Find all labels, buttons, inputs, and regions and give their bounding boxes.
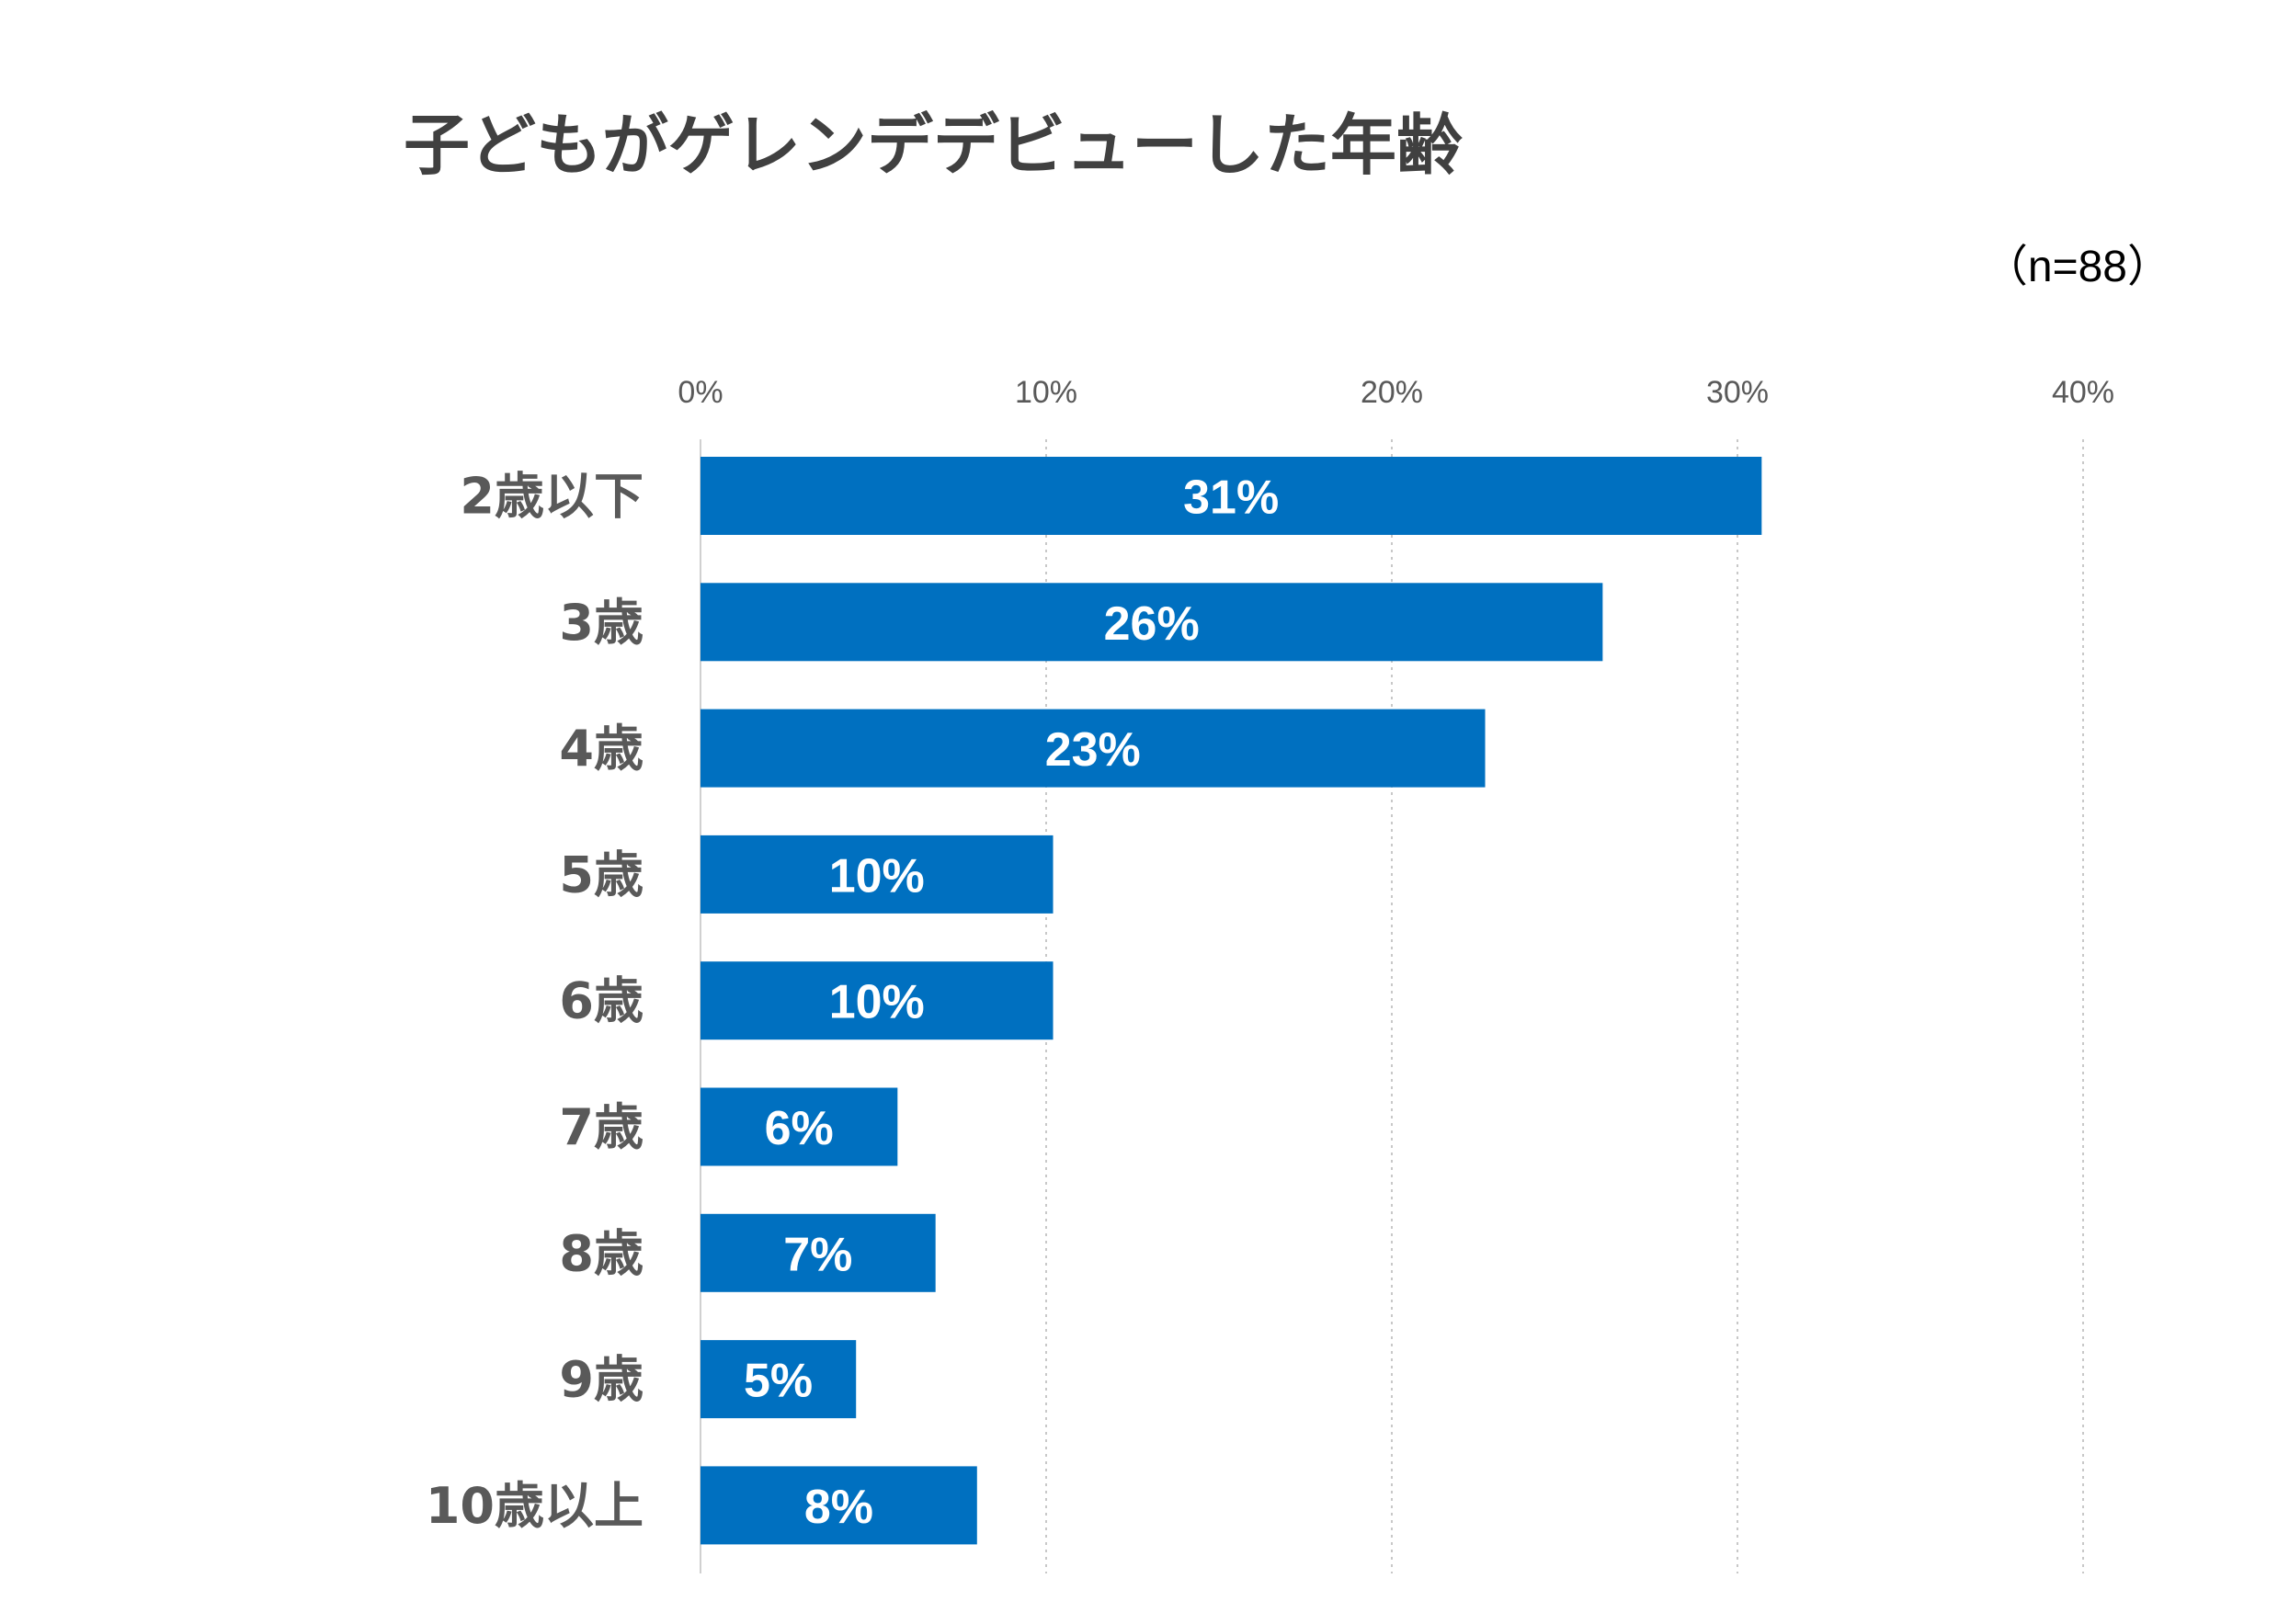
- bar: [700, 961, 1054, 1040]
- x-tick-label: 30%: [1706, 375, 1769, 410]
- category-label: 10歳以上: [426, 1477, 644, 1535]
- data-label: 6%: [765, 1102, 834, 1155]
- sample-size-note: （n=88）: [1984, 243, 2171, 291]
- category-label: 4歳: [559, 720, 644, 778]
- bar: [700, 1340, 857, 1419]
- bar: [700, 583, 1603, 662]
- category-label: 6歳: [559, 972, 644, 1030]
- bars: [700, 457, 1762, 1545]
- category-label: 3歳: [559, 594, 644, 652]
- x-tick-label: 40%: [2052, 375, 2114, 410]
- bar: [700, 1087, 898, 1166]
- bar: [700, 1466, 977, 1545]
- data-label: 10%: [829, 849, 925, 903]
- category-label: 8歳: [559, 1224, 644, 1282]
- x-tick-label: 10%: [1015, 375, 1077, 410]
- category-label: 5歳: [559, 846, 644, 903]
- x-tick-label: 20%: [1361, 375, 1423, 410]
- data-label: 31%: [1183, 471, 1279, 525]
- bar: [700, 835, 1054, 914]
- data-label: 10%: [829, 976, 925, 1029]
- category-label: 2歳以下: [460, 468, 644, 526]
- bar: [700, 457, 1762, 535]
- data-label: 26%: [1104, 597, 1200, 651]
- bar: [700, 709, 1486, 788]
- category-labels: 2歳以下 3歳 4歳 5歳 6歳 7歳 8歳 9歳 10歳以上: [426, 468, 644, 1535]
- x-axis-ticks: 0% 10% 20% 30% 40%: [678, 375, 2114, 410]
- data-label: 7%: [783, 1228, 852, 1281]
- value-labels: 31% 26% 23% 10% 10% 6% 7% 5% 8%: [744, 471, 1279, 1534]
- chart-title: 子どもがゲレンデデビューした年齢: [404, 107, 1463, 184]
- category-label: 9歳: [559, 1351, 644, 1409]
- data-label: 23%: [1045, 723, 1141, 777]
- category-label: 7歳: [559, 1098, 644, 1156]
- data-label: 8%: [804, 1481, 873, 1534]
- bar: [700, 1213, 936, 1292]
- x-tick-label: 0%: [678, 375, 723, 410]
- data-label: 5%: [744, 1355, 813, 1408]
